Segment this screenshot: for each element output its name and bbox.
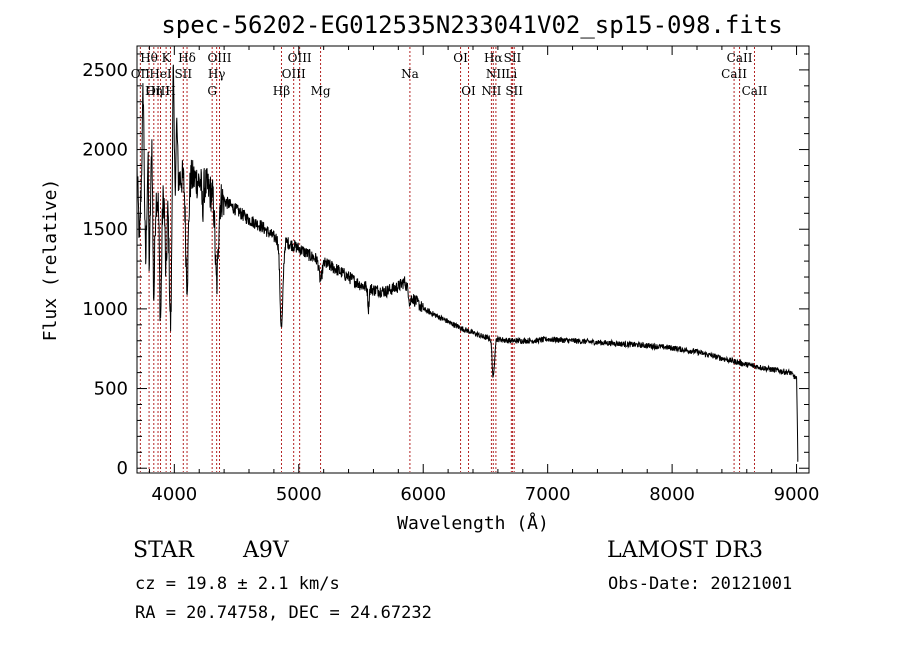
spectral-marker-lines — [139, 47, 755, 472]
y-tick-label: 2500 — [82, 60, 128, 81]
flux-series-line — [136, 64, 799, 462]
spectral-line-label: Hγ — [208, 67, 226, 81]
y-tick-label: 0 — [117, 458, 128, 479]
chart-title: spec-56202-EG012535N233041V02_sp15-098.f… — [161, 11, 782, 39]
spectral-line-label: Hβ — [273, 84, 290, 98]
y-tick-label: 1000 — [82, 299, 128, 320]
observation-date: Obs-Date: 20121001 — [608, 574, 793, 594]
spectral-line-label: SII — [504, 51, 522, 65]
survey-name: LAMOST DR3 — [607, 538, 763, 563]
y-axis-label: Flux (relative) — [40, 179, 61, 342]
spectral-line-label: HeI — [149, 67, 172, 81]
y-axis-ticks: 0 500 1000 1500 2000 2500 — [82, 53, 809, 479]
x-tick-label: 9000 — [774, 484, 820, 505]
sky-coordinates: RA = 20.74758, DEC = 24.67232 — [135, 603, 432, 623]
spectral-line-label: CaII — [721, 67, 747, 81]
x-tick-label: 7000 — [525, 484, 571, 505]
spectral-line-label: Li — [505, 67, 517, 81]
plot-frame — [136, 45, 810, 474]
y-tick-label: 2000 — [82, 140, 128, 161]
spectral-line-label: OIII — [282, 67, 306, 81]
spectral-line-label: OI — [461, 84, 476, 98]
spectral-line-label: NII — [481, 84, 501, 98]
spectral-line-label: OIII — [146, 84, 170, 98]
spectral-line-label: Hα — [484, 51, 503, 65]
y-tick-label: 1500 — [82, 219, 128, 240]
spectral-line-label: Hδ — [178, 51, 196, 65]
x-tick-label: 8000 — [649, 484, 695, 505]
spectral-line-label: Hη — [145, 84, 163, 98]
spectral-line-label: OII — [131, 67, 151, 81]
spectral-line-label: OIII — [288, 51, 312, 65]
x-tick-label: 6000 — [400, 484, 446, 505]
spectral-line-label: Hθ — [140, 51, 158, 65]
x-tick-label: 4000 — [151, 484, 197, 505]
x-tick-label: 5000 — [276, 484, 322, 505]
spectral-line-label: OIII — [207, 51, 231, 65]
spectral-line-label: NII — [486, 67, 506, 81]
object-class: STAR — [133, 538, 194, 563]
spectral-line-label: CaII — [727, 51, 753, 65]
x-axis-label: Wavelength (Å) — [397, 512, 549, 534]
spectral-line-label: OI — [453, 51, 468, 65]
y-tick-label: 500 — [94, 379, 128, 400]
x-axis-ticks: 4000 5000 6000 7000 8000 9000 — [148, 46, 820, 505]
spectral-line-label: H — [165, 84, 175, 98]
spectral-line-label: SII — [174, 67, 192, 81]
spectral-line-label: K — [162, 51, 172, 65]
spectral-line-label: SII — [505, 84, 523, 98]
spectral-line-label: Na — [401, 67, 419, 81]
redshift-value: cz = 19.8 ± 2.1 km/s — [135, 574, 340, 594]
spectral-subclass: A9V — [243, 538, 289, 563]
spectral-line-label: G — [207, 84, 217, 98]
spectral-line-label: CaII — [742, 84, 768, 98]
spectral-line-label: Mg — [311, 84, 331, 98]
